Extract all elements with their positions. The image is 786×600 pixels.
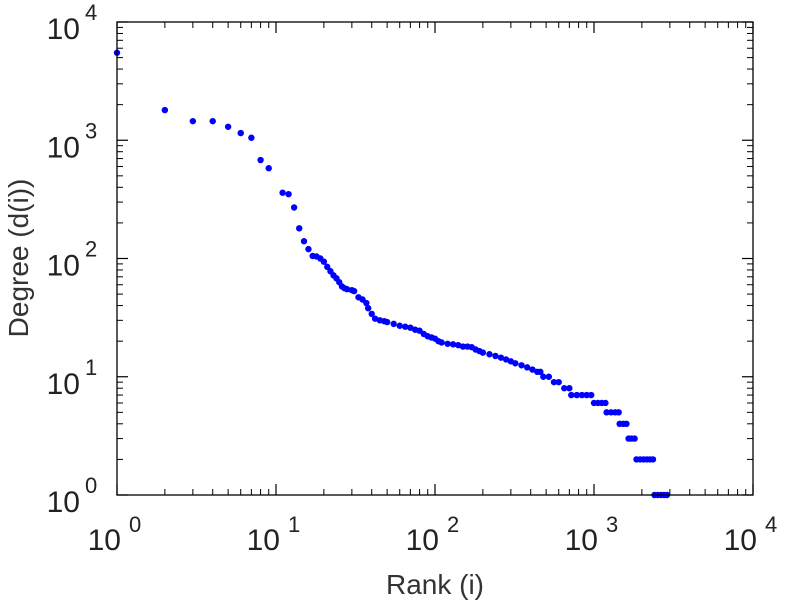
data-point [587, 391, 595, 399]
data-point [300, 238, 308, 245]
data-point [497, 354, 505, 361]
y-tick-exponent: 0 [85, 473, 97, 498]
x-tick-label: 10 1 [247, 512, 301, 557]
data-point [540, 373, 547, 380]
y-tick-base: 10 [47, 250, 80, 283]
data-point [305, 245, 312, 253]
data-point [486, 351, 493, 358]
data-point [529, 366, 536, 373]
data-point [583, 391, 590, 399]
data-point [402, 323, 409, 330]
x-tick-label: 10 4 [724, 512, 778, 557]
data-point [368, 310, 375, 318]
data-point [561, 385, 568, 392]
data-point [324, 263, 331, 271]
x-tick-exponent: 1 [288, 512, 300, 537]
data-point [479, 349, 487, 356]
major-ticks [116, 21, 754, 496]
data-point [320, 258, 328, 265]
y-tick-label: 103 [47, 118, 98, 164]
data-point [364, 304, 372, 312]
x-tick-exponent: 2 [447, 512, 459, 537]
data-point [545, 373, 553, 380]
data-point [603, 409, 610, 416]
data-point [438, 339, 445, 346]
x-axis-label: Rank (i) [386, 569, 484, 600]
data-point [248, 134, 255, 141]
data-point [523, 364, 531, 371]
y-tick-exponent: 2 [85, 237, 97, 262]
data-point [568, 391, 575, 399]
y-tick-exponent: 4 [85, 0, 97, 25]
y-tick-base: 10 [47, 368, 80, 401]
data-point [237, 129, 244, 137]
data-point [555, 378, 562, 386]
data-point [396, 322, 403, 329]
y-tick-exponent: 3 [85, 118, 97, 143]
x-tick-exponent: 0 [129, 512, 141, 537]
x-tick-labels: 10 0 10 1 10 2 10 3 10 4 [88, 512, 778, 557]
x-tick-base: 10 [88, 524, 121, 557]
y-axis-label: Degree (d(i)) [3, 179, 34, 338]
x-tick-label: 10 3 [565, 512, 619, 557]
data-point [631, 435, 638, 442]
y-tick-base: 10 [47, 13, 80, 46]
data-point [343, 286, 351, 293]
data-point [573, 391, 581, 399]
data-point [209, 117, 216, 125]
data-point [449, 341, 457, 348]
data-point [512, 360, 519, 367]
x-tick-label: 10 2 [406, 512, 460, 557]
data-point [350, 287, 358, 295]
x-tick-exponent: 4 [765, 512, 777, 537]
plot-frame [116, 21, 754, 496]
data-point [444, 340, 451, 347]
data-point [290, 204, 298, 211]
data-point [566, 385, 573, 392]
x-tick-base: 10 [724, 524, 757, 557]
data-point [518, 362, 525, 369]
data-point [285, 190, 292, 198]
x-tick-exponent: 3 [606, 512, 618, 537]
data-point [550, 378, 558, 386]
data-point [161, 106, 169, 114]
y-tick-exponent: 1 [85, 355, 97, 380]
y-tick-label: 100 [47, 473, 98, 519]
data-point [623, 420, 630, 428]
y-tick-label: 102 [47, 237, 98, 283]
data-point [459, 343, 467, 350]
x-tick-base: 10 [406, 524, 439, 557]
x-tick-base: 10 [565, 524, 598, 557]
data-point [492, 352, 499, 360]
data-point [537, 368, 544, 376]
data-point [265, 165, 272, 172]
minor-ticks [117, 22, 753, 495]
x-tick-label: 10 0 [88, 512, 142, 557]
y-tick-base: 10 [47, 131, 80, 164]
data-point [224, 123, 232, 130]
data-point [383, 318, 391, 326]
data-point [189, 117, 197, 125]
data-point [602, 399, 609, 407]
data-point [279, 189, 286, 196]
data-point [649, 456, 657, 463]
y-tick-label: 104 [47, 0, 98, 46]
data-point [363, 299, 370, 307]
data-point [390, 320, 397, 328]
data-point [615, 409, 622, 416]
data-point [257, 156, 264, 164]
x-tick-base: 10 [247, 524, 280, 557]
y-tick-label: 101 [47, 355, 98, 401]
y-tick-base: 10 [47, 486, 80, 519]
data-point [296, 225, 303, 232]
data-points [113, 49, 671, 499]
data-point [578, 391, 586, 399]
